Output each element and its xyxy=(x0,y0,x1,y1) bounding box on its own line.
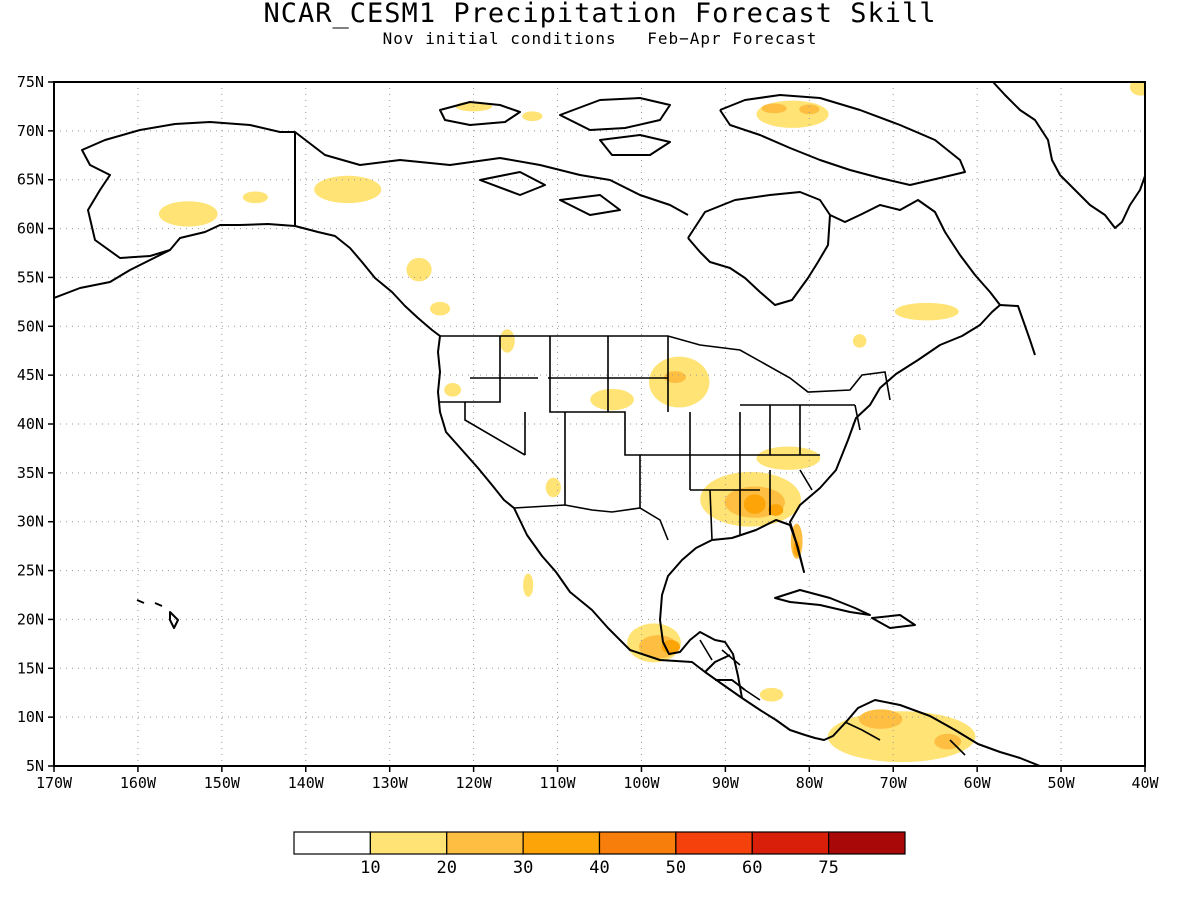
skill-area-25 xyxy=(523,573,534,597)
greenland-coast xyxy=(992,82,1145,229)
skill-area-4 xyxy=(429,301,451,316)
canada-alaska-border xyxy=(294,132,319,233)
y-tick-label: 35N xyxy=(17,464,44,482)
colorbar-swatch xyxy=(522,831,601,855)
skill-area-2 xyxy=(314,175,382,204)
skill-area-6 xyxy=(522,111,543,122)
colorbar-swatch xyxy=(598,831,677,855)
y-tick-label: 5N xyxy=(26,757,44,775)
colorbar-label: 75 xyxy=(818,858,838,878)
latitude-axis: 5N 10N 15N 20N 25N 30N 35N 40N 45N 50N 55N 60N 65N 70… xyxy=(17,73,54,775)
colorbar-label: 30 xyxy=(513,858,533,878)
y-tick-label: 65N xyxy=(17,171,44,189)
skill-area-18 xyxy=(756,446,821,470)
labrador-coast xyxy=(829,199,1001,306)
central-america-interior xyxy=(704,654,746,691)
y-tick-label: 25N xyxy=(17,562,44,580)
skill-area-10 xyxy=(894,302,959,321)
x-tick-label: 80W xyxy=(796,774,824,792)
political-borders-layer xyxy=(294,132,966,756)
longitude-axis: 170W 160W 150W 140W 130W 120W 110W 100W 90W 80W 70… xyxy=(36,766,1160,792)
skill-area-17 xyxy=(545,477,561,498)
x-tick-label: 170W xyxy=(36,774,73,792)
x-tick-label: 160W xyxy=(120,774,157,792)
x-tick-label: 60W xyxy=(964,774,992,792)
baffin-island-coast xyxy=(719,94,966,186)
colorbar-swatch xyxy=(446,831,524,855)
y-tick-label: 50N xyxy=(17,317,44,335)
colorbar-swatch xyxy=(293,831,371,855)
skill-area-0 xyxy=(158,201,218,227)
cuba-coast xyxy=(774,589,871,616)
colorbar-label: 20 xyxy=(437,858,457,878)
hawaii-coast xyxy=(136,599,179,629)
subtitle-initial-conditions: Nov initial conditions xyxy=(382,29,617,48)
skill-area-31 xyxy=(858,709,903,729)
skill-area-29 xyxy=(759,687,784,702)
y-tick-label: 70N xyxy=(17,122,44,140)
colorbar-label: 40 xyxy=(589,858,609,878)
us-canada-border xyxy=(440,335,891,401)
x-tick-label: 150W xyxy=(204,774,241,792)
skill-area-14 xyxy=(590,388,634,411)
y-tick-label: 30N xyxy=(17,513,44,531)
y-tick-label: 75N xyxy=(17,73,44,91)
skill-area-21 xyxy=(743,494,766,514)
x-tick-label: 100W xyxy=(623,774,660,792)
skill-area-33 xyxy=(1129,82,1145,96)
central-america-borders xyxy=(699,639,966,756)
y-tick-label: 10N xyxy=(17,708,44,726)
x-tick-label: 50W xyxy=(1048,774,1076,792)
colorbar-label: 50 xyxy=(666,858,686,878)
x-tick-label: 130W xyxy=(372,774,409,792)
map-title: NCAR_CESM1 Precipitation Forecast Skill xyxy=(263,0,937,29)
map-subtitle: Nov initial conditions Feb−Apr Forecast xyxy=(0,29,1200,48)
arctic-islands xyxy=(439,97,671,216)
skill-area-8 xyxy=(761,103,787,114)
gulf-coast xyxy=(659,304,1036,699)
subtitle-forecast-period: Feb−Apr Forecast xyxy=(647,29,818,48)
hispaniola-coast xyxy=(871,614,916,629)
x-tick-label: 110W xyxy=(539,774,576,792)
hudson-bay-coast xyxy=(687,191,831,306)
y-tick-label: 45N xyxy=(17,366,44,384)
colorbar: 10 20 30 40 50 60 75 xyxy=(293,831,906,878)
skill-area-11 xyxy=(852,334,867,348)
y-tick-label: 55N xyxy=(17,268,44,286)
skill-area-16 xyxy=(664,371,686,383)
y-tick-label: 60N xyxy=(17,220,44,238)
y-tick-label: 15N xyxy=(17,659,44,677)
colorbar-swatch xyxy=(828,831,906,855)
plot-background xyxy=(54,82,1145,766)
us-state-lines xyxy=(440,336,861,541)
skill-area-1 xyxy=(242,191,269,204)
skill-area-3 xyxy=(406,257,432,282)
x-tick-label: 70W xyxy=(880,774,908,792)
skill-area-22 xyxy=(768,504,784,516)
colorbar-label: 60 xyxy=(742,858,762,878)
x-tick-label: 140W xyxy=(288,774,325,792)
colorbar-label: 10 xyxy=(360,858,380,878)
skill-area-9 xyxy=(799,104,820,115)
y-tick-label: 40N xyxy=(17,415,44,433)
x-tick-label: 40W xyxy=(1131,774,1159,792)
skill-area-12 xyxy=(499,329,515,353)
colorbar-swatch xyxy=(675,831,753,855)
x-tick-label: 120W xyxy=(456,774,493,792)
skill-area-13 xyxy=(444,382,462,397)
y-tick-label: 20N xyxy=(17,610,44,628)
north-america-coastline xyxy=(54,223,1041,766)
x-tick-label: 90W xyxy=(712,774,740,792)
colorbar-swatch xyxy=(751,831,830,855)
colorbar-swatch xyxy=(369,831,448,855)
